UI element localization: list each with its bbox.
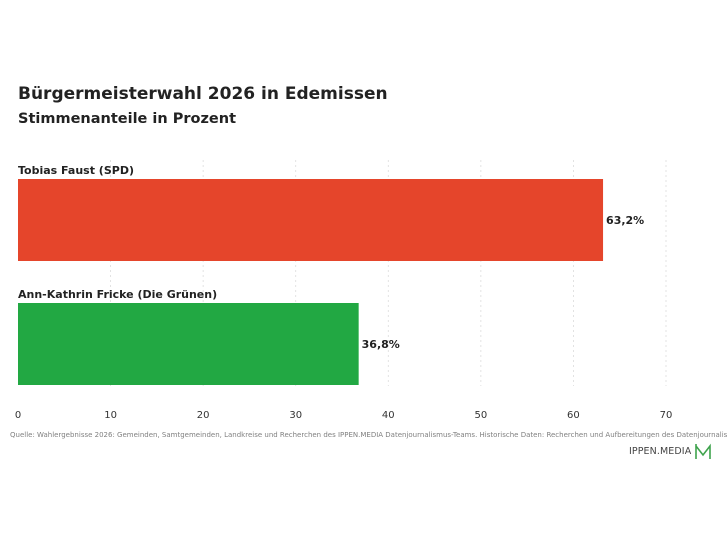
bar-chart: Tobias Faust (SPD) 63,2% Ann-Kathrin Frick… (15, 160, 673, 421)
x-tick-label: 40 (382, 410, 395, 421)
bars: Tobias Faust (SPD) 63,2% Ann-Kathrin Frick… (18, 164, 644, 385)
x-tick-label: 0 (15, 410, 21, 421)
ippen-logo-icon (695, 443, 712, 459)
brand-logo: IPPEN.MEDIA (629, 442, 712, 460)
chart-title: Bürgermeisterwahl 2026 in Edemissen (18, 84, 388, 104)
source-note: Quelle: Wahlergebnisse 2026: Gemeinden, … (10, 431, 728, 439)
category-label: Ann-Kathrin Fricke (Die Grünen) (18, 288, 217, 301)
bar (18, 303, 359, 385)
x-tick-label: 70 (660, 410, 673, 421)
x-tick-label: 20 (197, 410, 210, 421)
x-tick-label: 60 (567, 410, 580, 421)
category-label: Tobias Faust (SPD) (18, 164, 134, 177)
x-tick-label: 30 (289, 410, 302, 421)
bar-value-label: 63,2% (606, 214, 644, 227)
chart-subtitle: Stimmenanteile in Prozent (18, 111, 237, 127)
x-axis-ticks: 0 10 20 30 40 50 60 70 (15, 410, 673, 421)
x-tick-label: 50 (474, 410, 487, 421)
bar (18, 179, 604, 261)
brand-name: IPPEN.MEDIA (629, 445, 692, 457)
bar-value-label: 36,8% (362, 338, 400, 351)
x-tick-label: 10 (104, 410, 117, 421)
